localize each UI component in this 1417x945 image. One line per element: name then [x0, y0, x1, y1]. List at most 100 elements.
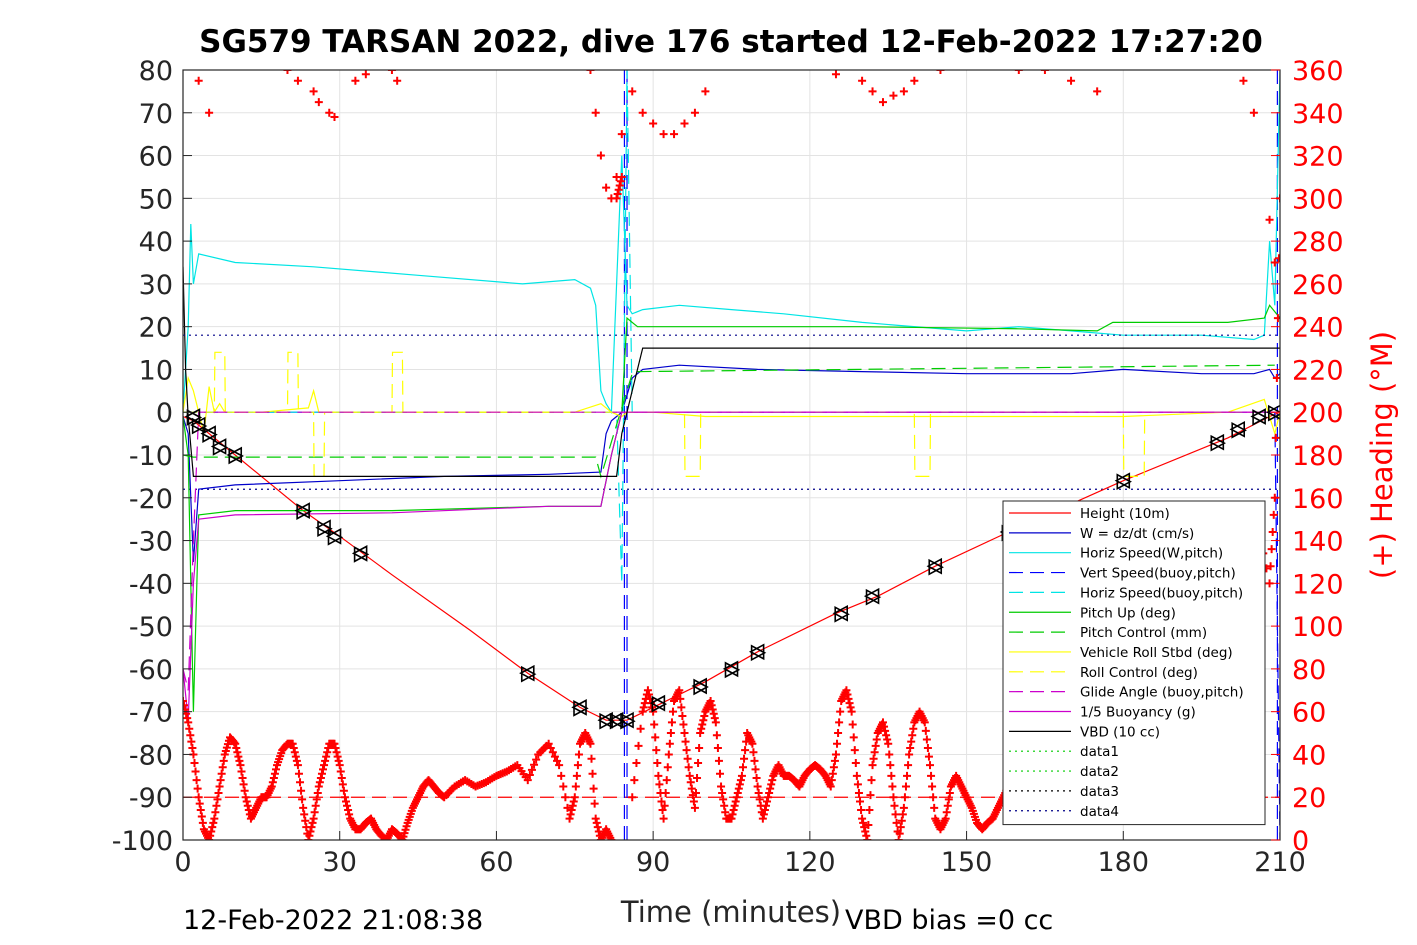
heading-point — [306, 827, 315, 836]
height-marker-right — [353, 546, 370, 563]
heading-point — [290, 748, 299, 757]
heading-point — [734, 784, 743, 793]
heading-point — [336, 767, 345, 776]
heading-point — [890, 801, 899, 810]
heading-point — [924, 752, 933, 761]
heading-point — [628, 793, 637, 802]
x-tick-label: 210 — [1254, 847, 1306, 878]
heading-point — [711, 718, 720, 727]
heading-point — [755, 795, 764, 804]
heading-point — [183, 714, 192, 723]
y-axis-left: 80 70 60 50 40 30 20 10 0 -10 -20 -30 -40 -50 -60 -70 -8… — [112, 56, 192, 857]
heading-point-top — [1093, 87, 1102, 96]
heading-point — [899, 803, 908, 812]
heading-point — [320, 761, 329, 770]
heading-point — [183, 701, 189, 710]
height-marker-right — [1116, 473, 1132, 491]
series-line-2 — [183, 364, 1280, 562]
y-tick-label: 10 — [139, 355, 173, 386]
heading-point — [553, 756, 562, 765]
heading-point — [736, 776, 745, 785]
heading-point — [561, 793, 570, 802]
heading-point — [571, 782, 580, 791]
heading-point-top — [899, 87, 908, 96]
series-line-11 — [183, 411, 1280, 721]
legend-entry: Roll Control (deg) — [1080, 665, 1198, 681]
heading-point — [304, 836, 313, 840]
footer-vbd-bias: VBD bias =0 cc — [845, 905, 1053, 936]
heading-point — [193, 784, 202, 793]
x-tick-label: 60 — [479, 847, 513, 878]
height-marker-right — [609, 712, 626, 730]
heading-point — [301, 816, 310, 825]
y2-tick-label: 60 — [1292, 698, 1326, 729]
heading-point — [661, 788, 670, 797]
heading-point — [865, 806, 874, 815]
y2-tick-label: 100 — [1292, 612, 1344, 643]
y2-tick-label: 0 — [1292, 826, 1309, 857]
heading-point — [869, 754, 878, 763]
heading-point — [685, 771, 694, 780]
heading-point — [570, 793, 579, 802]
heading-point — [335, 761, 344, 770]
heading-point — [868, 761, 877, 770]
heading-point — [716, 769, 725, 778]
heading-point — [299, 803, 308, 812]
heading-point — [942, 808, 951, 817]
legend-entry: Horiz Speed(W,pitch) — [1080, 546, 1223, 562]
y-tick-label: 50 — [139, 184, 173, 215]
heading-point — [269, 773, 278, 782]
heading-point — [242, 797, 251, 806]
heading-point — [768, 776, 777, 785]
x-tick-label: 150 — [941, 847, 993, 878]
heading-point — [338, 780, 347, 789]
heading-point-top — [878, 98, 887, 107]
heading-point — [906, 744, 915, 753]
heading-point — [700, 711, 709, 720]
heading-point — [305, 831, 314, 840]
heading-point — [945, 788, 954, 797]
heading-point — [676, 694, 685, 703]
heading-point — [318, 765, 327, 774]
heading-point-top — [314, 98, 323, 107]
y2-tick-label: 20 — [1292, 783, 1326, 814]
heading-point-top — [628, 87, 637, 96]
heading-point — [749, 748, 758, 757]
heading-point — [921, 726, 930, 735]
heading-point — [233, 748, 242, 757]
heading-point — [714, 756, 723, 765]
y2-tick-label: 240 — [1292, 313, 1344, 344]
heading-point — [205, 836, 214, 840]
heading-point — [270, 769, 279, 778]
heading-point — [894, 836, 903, 840]
heading-point — [668, 707, 677, 716]
heading-point — [885, 750, 894, 759]
heading-point — [664, 750, 673, 759]
heading-point — [680, 729, 689, 738]
heading-point — [707, 701, 716, 710]
heading-point — [851, 759, 860, 767]
x-tick-label: 30 — [323, 847, 357, 878]
heading-point — [291, 752, 300, 761]
heading-point — [866, 791, 875, 800]
heading-point-top — [607, 194, 616, 203]
heading-point — [752, 773, 761, 782]
heading-point — [735, 780, 744, 789]
heading-point — [713, 744, 722, 753]
heading-point — [334, 756, 343, 765]
legend-entry: data1 — [1080, 744, 1119, 760]
heading-point — [527, 765, 536, 774]
heading-point — [1271, 433, 1280, 442]
heading-point — [314, 782, 323, 791]
y-tick-label: -10 — [129, 441, 173, 472]
heading-point — [214, 788, 223, 797]
legend-entry: Vert Speed(buoy,pitch) — [1080, 566, 1236, 582]
heading-point — [730, 801, 739, 810]
heading-point — [321, 756, 330, 765]
heading-point — [332, 748, 341, 757]
chart-title: SG579 TARSAN 2022, dive 176 started 12-F… — [199, 24, 1263, 60]
heading-point — [331, 744, 340, 753]
heading-point — [634, 741, 643, 750]
heading-point — [846, 703, 855, 712]
